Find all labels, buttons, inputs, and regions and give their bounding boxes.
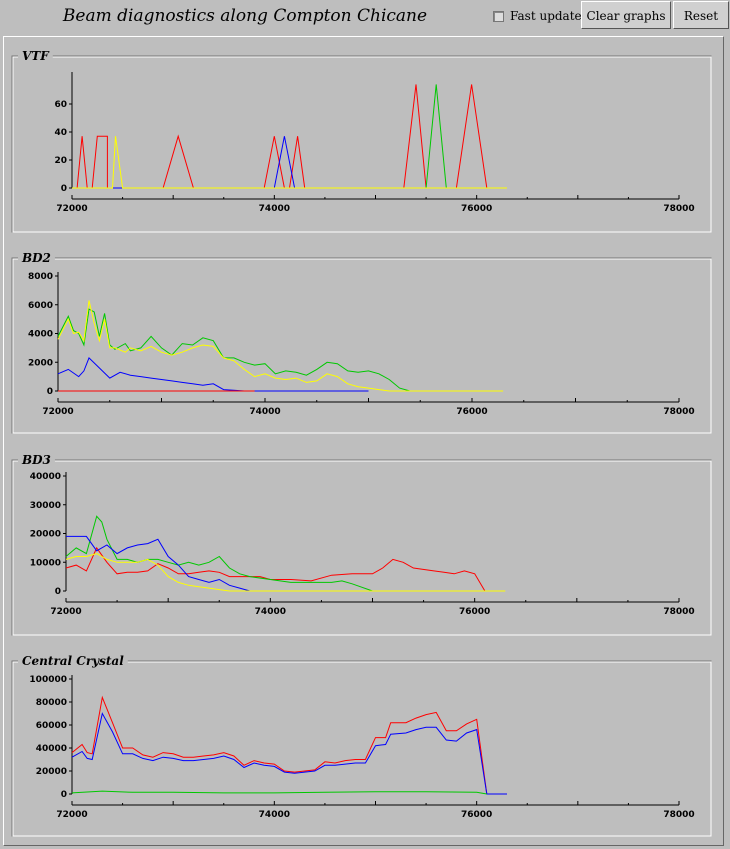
x-tick-label: 74000 (259, 810, 290, 820)
x-tick-label: 78000 (663, 810, 694, 820)
x-tick-label: 78000 (663, 607, 694, 617)
series-line-blue (57, 357, 369, 392)
x-tick-label: 74000 (255, 607, 286, 617)
series-line-red (76, 84, 488, 189)
y-tick-label: 0 (55, 587, 61, 597)
panel-border-highlight (12, 460, 712, 636)
y-tick-label: 60000 (36, 721, 67, 731)
series-line-green (65, 515, 393, 592)
series-line-red (65, 546, 486, 592)
y-tick-label: 4000 (28, 330, 53, 340)
chart-title: BD2 (21, 251, 51, 265)
series-line-blue (71, 712, 507, 795)
y-tick-label: 8000 (28, 272, 53, 282)
chart-title-bg (18, 50, 53, 62)
x-tick-label: 78000 (663, 204, 694, 214)
panel-border (11, 257, 712, 434)
series-line-green (57, 308, 472, 392)
x-tick-label: 78000 (663, 407, 694, 417)
chart-panel: Central Crystal 72000 74000 76000 78000 0 2000… (11, 654, 712, 837)
panel-border (11, 459, 712, 636)
x-tick-label: 76000 (456, 407, 487, 417)
series-line-yellow (57, 300, 504, 392)
panel-border (11, 660, 712, 837)
y-tick-label: 40 (54, 128, 67, 138)
panel-border-highlight (12, 258, 712, 434)
x-tick-label: 72000 (56, 204, 87, 214)
fast-updates-toggle[interactable]: Fast updates (493, 7, 588, 25)
y-tick-label: 0 (61, 790, 67, 800)
panel-border-highlight (12, 56, 712, 233)
y-tick-label: 0 (61, 184, 67, 194)
window-title: Beam diagnostics along Compton Chicane (62, 6, 428, 26)
chart-title-bg (18, 655, 128, 667)
x-tick-label: 72000 (50, 607, 81, 617)
x-tick-label: 76000 (461, 810, 492, 820)
chart-title: BD3 (21, 453, 51, 467)
series-line-yellow (65, 553, 506, 592)
series-line-red (71, 695, 507, 795)
plots-frame (3, 36, 724, 846)
panel-border-highlight (12, 661, 712, 837)
y-tick-label: 80000 (36, 698, 67, 708)
series-line-blue (112, 136, 296, 189)
y-tick-label: 40000 (30, 472, 61, 482)
y-tick-label: 0 (47, 387, 53, 397)
chart-title: Central Crystal (22, 654, 124, 668)
chart-panel: VTF 72000 74000 76000 78000 0 20 40 60 (11, 49, 712, 233)
top-bar: Beam diagnostics along Compton Chicane F… (0, 0, 730, 36)
series-line-yellow (72, 136, 507, 189)
chart-title-bg (18, 252, 55, 264)
y-tick-label: 10000 (30, 558, 61, 568)
y-tick-label: 20000 (36, 767, 67, 777)
clear-graphs-button[interactable]: Clear graphs (581, 1, 671, 29)
y-tick-label: 60 (54, 100, 67, 110)
series-line-green (71, 790, 487, 795)
y-tick-label: 100000 (29, 675, 67, 685)
y-tick-label: 20 (54, 156, 67, 166)
chart-panel: BD2 72000 74000 76000 78000 0 2000 4000 6000 8000 (11, 251, 712, 434)
x-tick-label: 74000 (259, 204, 290, 214)
y-tick-label: 2000 (28, 358, 53, 368)
x-tick-label: 76000 (459, 607, 490, 617)
chart-panel: BD3 72000 74000 76000 78000 0 10000 20000 30000 4… (11, 453, 712, 636)
fast-updates-checkbox[interactable] (493, 10, 504, 22)
x-tick-label: 72000 (42, 407, 73, 417)
series-line-blue (66, 535, 393, 592)
x-tick-label: 72000 (56, 810, 87, 820)
series-line-green (425, 84, 447, 189)
y-tick-label: 40000 (36, 744, 67, 754)
chart-title: VTF (22, 49, 50, 63)
fast-updates-label: Fast updates (510, 9, 588, 23)
y-tick-label: 20000 (30, 530, 61, 540)
x-tick-label: 76000 (461, 204, 492, 214)
y-tick-label: 6000 (28, 301, 53, 311)
y-tick-label: 30000 (30, 501, 61, 511)
reset-button[interactable]: Reset (673, 1, 729, 29)
x-tick-label: 74000 (249, 407, 280, 417)
chart-title-bg (18, 454, 55, 466)
